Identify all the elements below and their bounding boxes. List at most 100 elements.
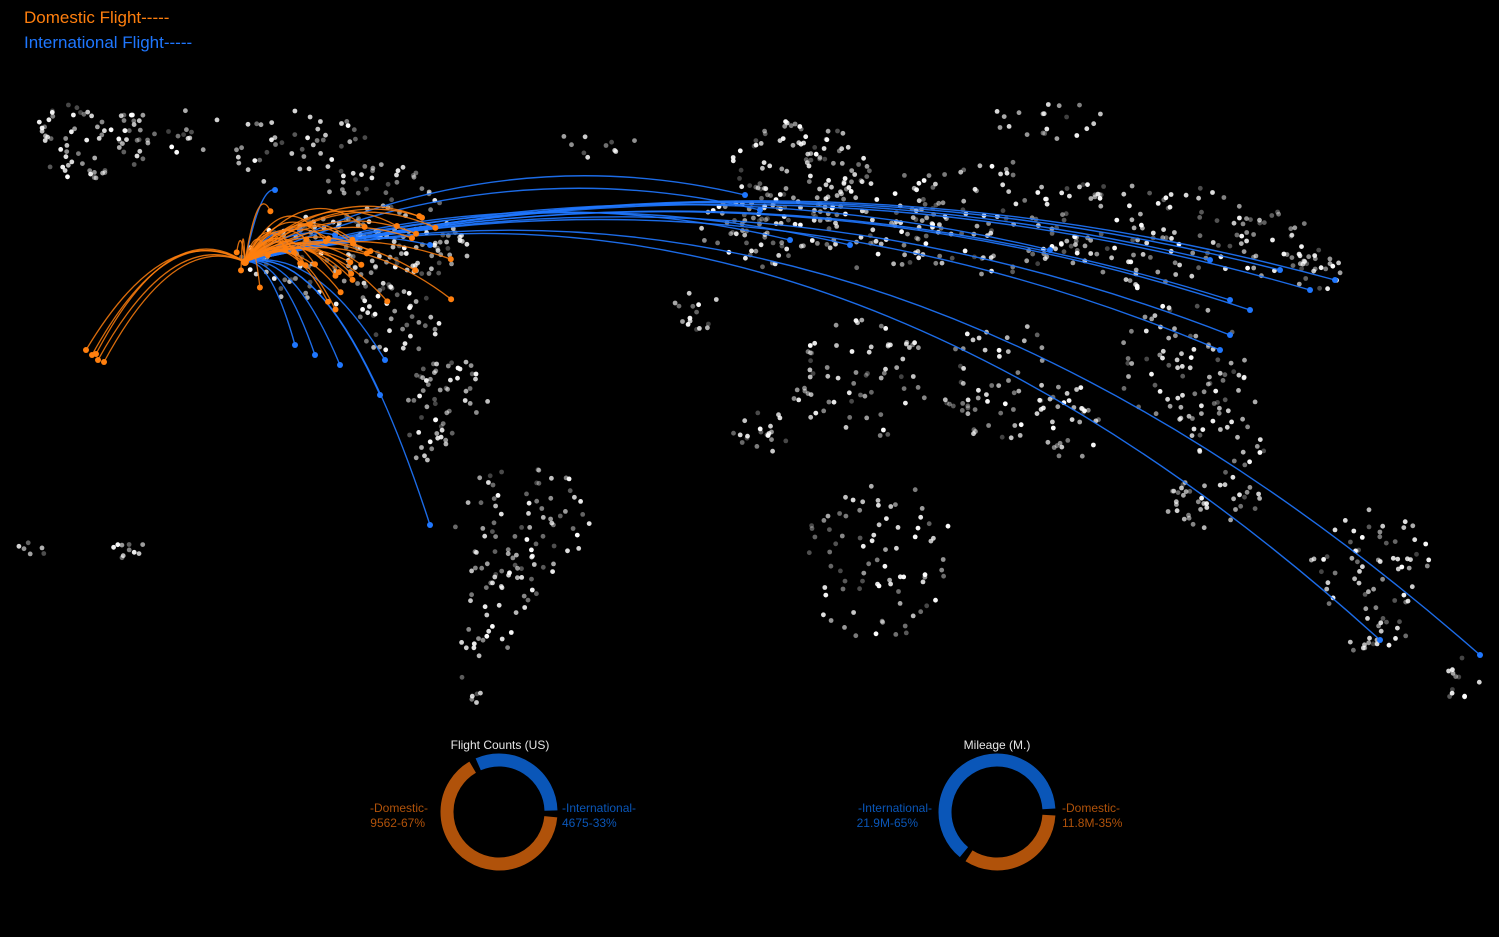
airport-dot xyxy=(521,593,527,599)
airport-dot xyxy=(1067,193,1072,199)
airport-dot xyxy=(540,564,546,570)
airport-dot xyxy=(119,542,125,548)
airport-dot xyxy=(66,102,71,108)
airport-dot xyxy=(416,346,422,352)
airport-dot xyxy=(445,363,451,369)
airport-dot xyxy=(465,500,471,505)
airport-dot xyxy=(940,200,946,206)
airport-dot xyxy=(1175,490,1181,495)
airport-dot xyxy=(1010,172,1016,178)
airport-dot xyxy=(1121,386,1127,391)
international-destination xyxy=(1207,257,1213,263)
airport-dot xyxy=(1401,525,1407,530)
airport-dot xyxy=(1190,521,1196,527)
domestic-destination xyxy=(83,347,89,353)
airport-dot xyxy=(1224,424,1230,430)
flight-counts-international-label: -International- xyxy=(562,801,636,815)
airport-dot xyxy=(473,376,478,382)
airport-dot xyxy=(1241,249,1247,255)
airport-dot xyxy=(791,195,796,201)
airport-dot xyxy=(474,550,479,555)
airport-dot xyxy=(367,304,372,309)
airport-dot xyxy=(1211,401,1217,406)
airport-dot xyxy=(751,215,756,221)
airport-dot xyxy=(792,221,798,227)
airport-dot xyxy=(1351,647,1356,653)
airport-dot xyxy=(548,516,553,522)
airport-dot xyxy=(1179,485,1184,491)
airport-dot xyxy=(567,488,573,494)
airport-dot xyxy=(152,131,157,137)
airport-dot xyxy=(781,192,787,197)
airport-dot xyxy=(697,326,702,331)
airport-dot xyxy=(1450,667,1455,673)
airport-dot xyxy=(124,137,129,143)
airport-dot xyxy=(355,190,361,196)
airport-dot xyxy=(878,412,884,417)
domestic-route xyxy=(244,207,366,263)
airport-dot xyxy=(1160,303,1166,309)
airport-dot xyxy=(1406,565,1412,571)
airport-dot xyxy=(318,151,323,156)
airport-dot xyxy=(1414,551,1419,557)
airport-dot xyxy=(1121,340,1126,346)
airport-dot xyxy=(1055,404,1061,410)
airport-dot xyxy=(438,424,444,429)
airport-dot xyxy=(1140,252,1146,257)
airport-dot xyxy=(737,176,742,181)
airport-dot xyxy=(1193,333,1199,339)
airport-dot xyxy=(429,446,435,452)
airport-dot xyxy=(1222,397,1228,403)
airport-dot xyxy=(136,551,142,556)
airport-dot xyxy=(903,400,908,406)
airport-dot xyxy=(323,132,328,138)
airport-dot xyxy=(742,418,748,424)
airport-dot xyxy=(436,270,442,276)
airport-dot xyxy=(964,331,970,337)
airport-dot xyxy=(881,370,887,376)
airport-dot xyxy=(506,572,511,578)
airport-dot xyxy=(824,137,830,143)
airport-dot xyxy=(986,423,991,428)
airport-dot xyxy=(1143,328,1149,334)
airport-dot xyxy=(21,546,27,552)
airport-dot xyxy=(1129,183,1135,189)
airport-dot xyxy=(1080,182,1086,188)
airport-dot xyxy=(731,430,736,436)
airport-dot xyxy=(940,557,946,562)
domestic-destination xyxy=(325,298,331,305)
airport-dot xyxy=(808,392,814,397)
airport-dot xyxy=(1366,589,1371,595)
airport-dot xyxy=(482,533,488,539)
airport-dot xyxy=(1148,255,1153,260)
airport-dot xyxy=(1236,372,1242,378)
airport-dot xyxy=(428,376,433,382)
airport-dot xyxy=(1172,230,1177,235)
airport-dot xyxy=(474,410,479,415)
airport-dot xyxy=(387,328,392,334)
airport-dot xyxy=(1061,217,1067,223)
airport-dot xyxy=(307,114,313,120)
airport-dot xyxy=(1006,124,1012,129)
airport-dot xyxy=(875,251,881,257)
airport-dot xyxy=(140,156,146,162)
airport-dot xyxy=(1104,246,1110,252)
airport-dot xyxy=(825,373,831,379)
airport-dot xyxy=(1155,269,1161,275)
airport-dot xyxy=(419,186,425,192)
airport-dot xyxy=(1424,563,1430,569)
airport-dot xyxy=(548,495,554,501)
airport-dot xyxy=(745,433,750,439)
airport-dot xyxy=(64,143,70,148)
airport-dot xyxy=(485,399,490,404)
airport-dot xyxy=(901,242,907,248)
international-destination xyxy=(1247,307,1253,313)
airport-dot xyxy=(847,415,853,420)
airport-dot xyxy=(929,221,935,227)
airport-dot xyxy=(419,415,424,420)
airport-dot xyxy=(924,603,930,609)
airport-dot xyxy=(933,181,938,187)
airport-dot xyxy=(1337,270,1343,276)
flight-counts-international-value: 4675-33% xyxy=(562,816,617,830)
airport-dot xyxy=(903,341,909,347)
